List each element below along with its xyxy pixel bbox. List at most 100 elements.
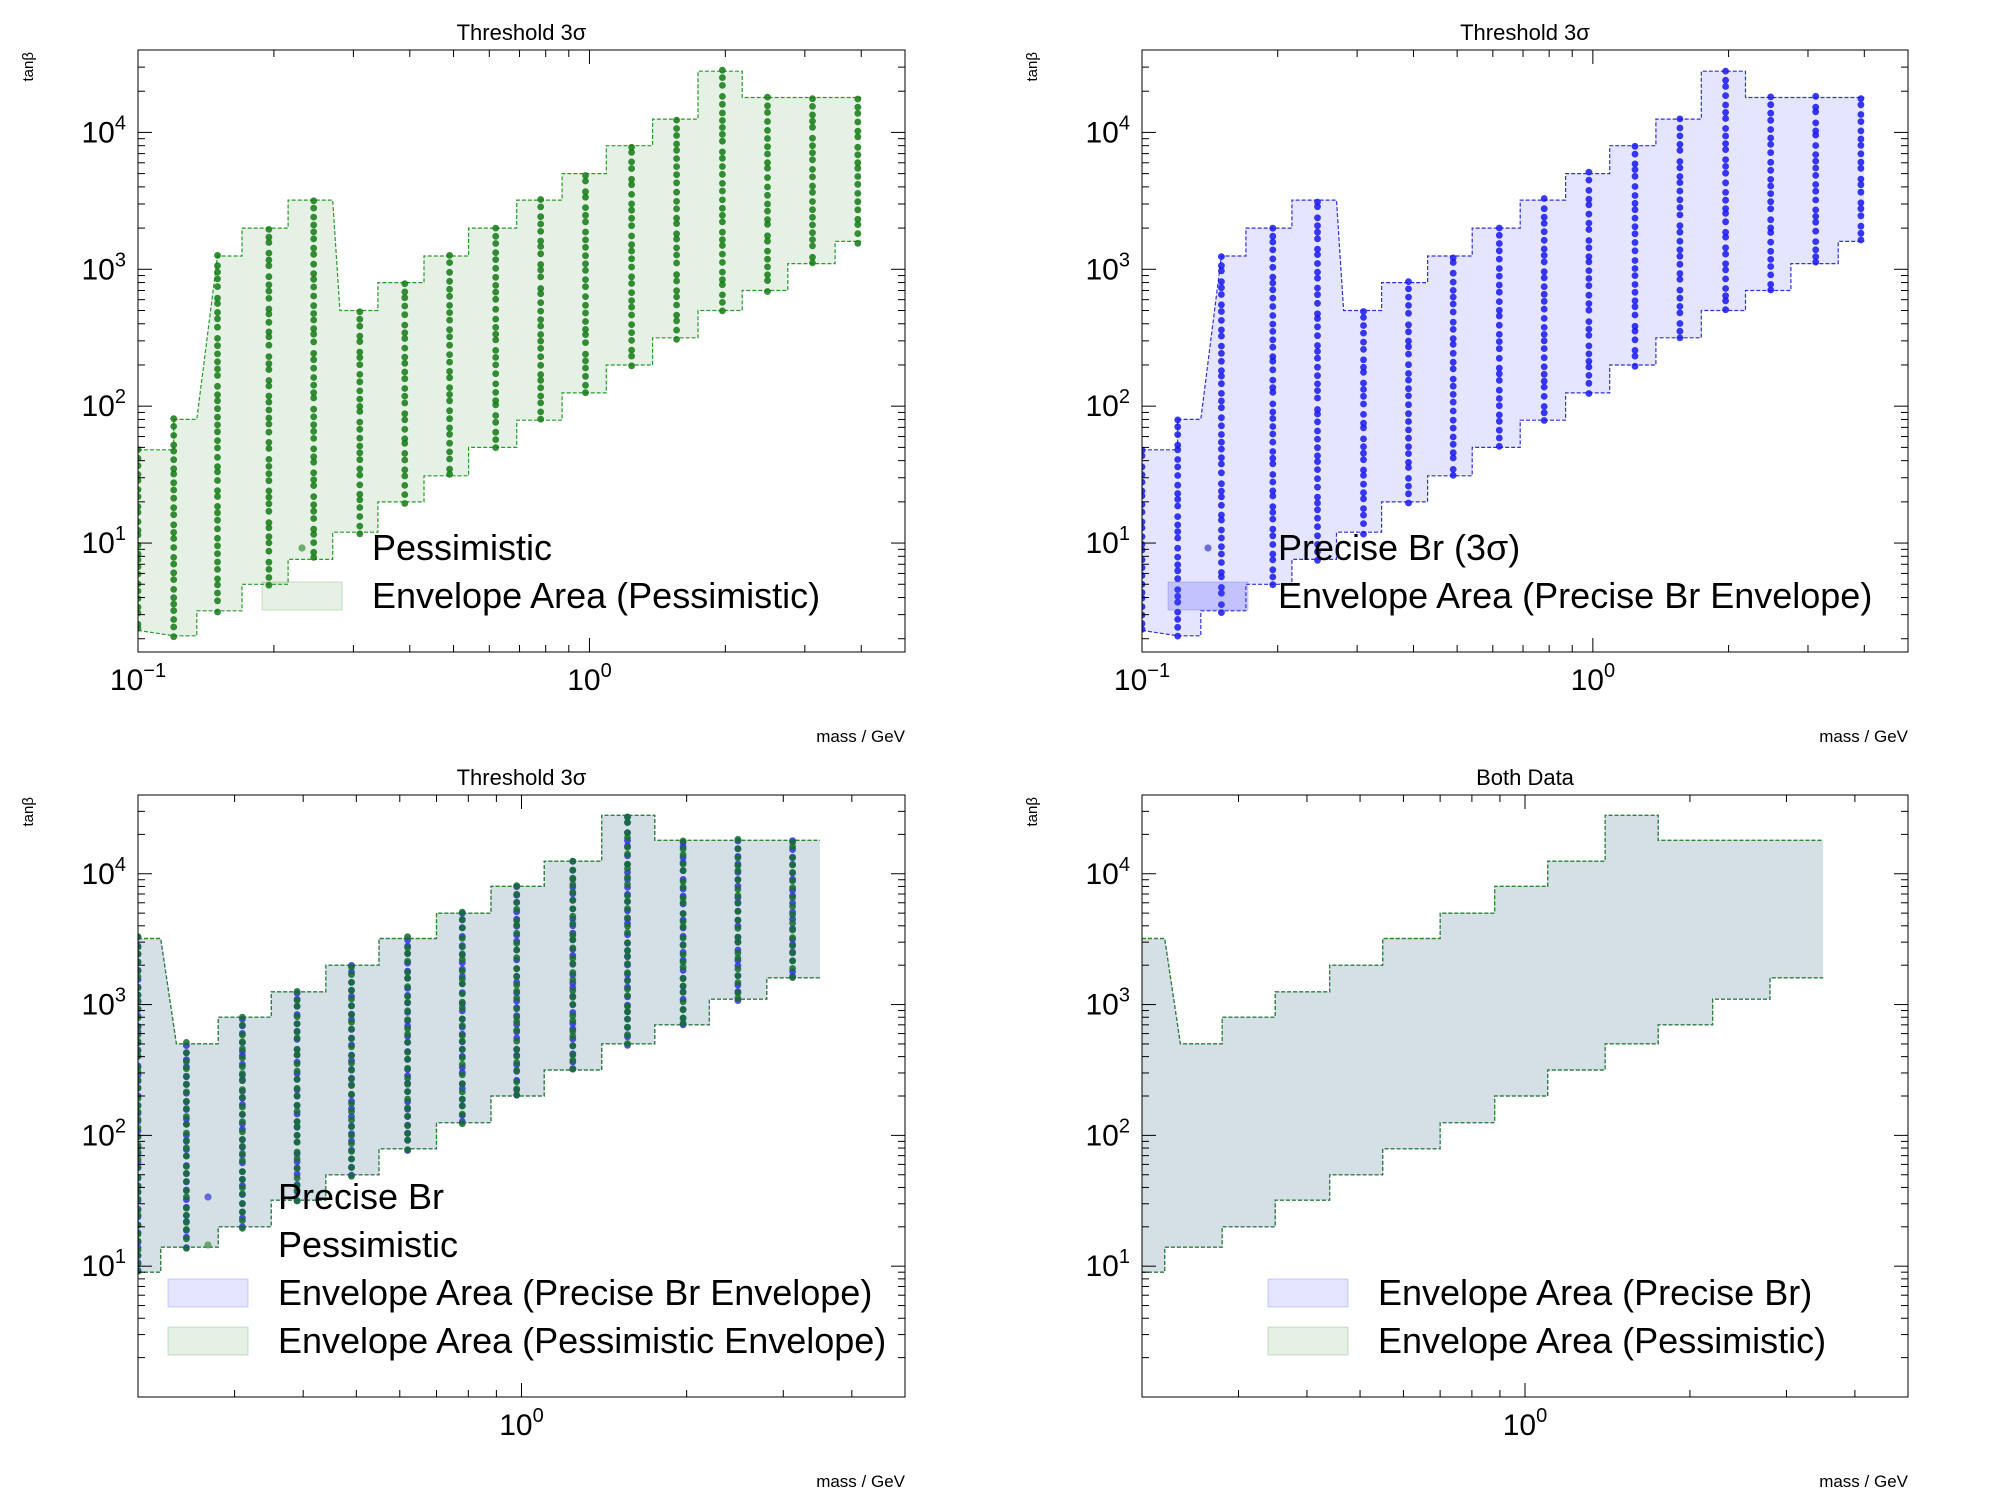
scatter-point (673, 132, 680, 139)
scatter-point (214, 608, 221, 616)
scatter-point (1767, 247, 1775, 255)
scatter-point (1540, 297, 1548, 305)
scatter-point (764, 220, 771, 228)
scatter-point (569, 954, 577, 962)
scatter-point (348, 1140, 355, 1147)
scatter-point (183, 1129, 190, 1137)
scatter-point (1449, 375, 1457, 383)
scatter-point (854, 221, 862, 229)
scatter-point (138, 462, 142, 470)
scatter-point (854, 118, 862, 126)
scatter-point (214, 493, 221, 500)
scatter-point (1360, 322, 1367, 329)
scatter-point (293, 1148, 301, 1156)
scatter-point (1540, 393, 1548, 400)
scatter-point (1314, 458, 1321, 465)
scatter-point (1585, 342, 1593, 350)
scatter-point (1174, 513, 1182, 520)
scatter-point (404, 1025, 411, 1033)
scatter-point (624, 1023, 631, 1031)
scatter-point (348, 979, 355, 986)
scatter-point (1218, 601, 1225, 608)
scatter-point (183, 1058, 190, 1065)
scatter-point (854, 110, 862, 117)
scatter-point (1540, 195, 1548, 202)
scatter-point (1722, 109, 1729, 116)
scatter-point (1767, 182, 1775, 190)
scatter-point (1405, 302, 1412, 309)
scatter-point (265, 533, 273, 541)
scatter-point (1857, 101, 1865, 109)
scatter-point (1857, 118, 1865, 125)
y-axis: 101 102 103 104 (1086, 794, 1908, 1398)
scatter-point (1585, 363, 1593, 371)
scatter-point (764, 126, 771, 134)
scatter-point (1767, 126, 1775, 133)
scatter-point (624, 952, 631, 960)
scatter-point (1269, 532, 1277, 540)
scatter-point (1812, 92, 1820, 100)
scatter-point (1540, 245, 1548, 253)
scatter-point (458, 980, 466, 988)
envelope-lower-edge (1142, 977, 1824, 1273)
panel-title: Threshold 3σ (457, 20, 587, 45)
scatter-point (458, 924, 466, 932)
scatter-point (582, 301, 589, 309)
scatter-point (1405, 385, 1412, 393)
scatter-point (1676, 276, 1684, 283)
scatter-point (310, 525, 318, 533)
scatter-point (1218, 342, 1225, 350)
scatter-point (719, 66, 726, 74)
scatter-point (582, 276, 589, 283)
scatter-point (1812, 119, 1820, 127)
scatter-point (624, 1031, 631, 1039)
scatter-point (310, 250, 318, 258)
scatter-point (789, 877, 796, 885)
scatter-point (310, 338, 318, 346)
scatter-point (679, 941, 687, 949)
scatter-point (513, 921, 521, 929)
scatter-point (624, 873, 631, 881)
scatter-point (214, 525, 221, 533)
scatter-point (1269, 232, 1277, 240)
scatter-point (1269, 376, 1277, 384)
scatter-point (310, 493, 318, 500)
scatter-point (809, 95, 816, 103)
scatter-point (1314, 363, 1321, 371)
legend-patch (1267, 1278, 1349, 1308)
scatter-point (673, 205, 680, 213)
scatter-point (1360, 511, 1367, 519)
scatter-point (789, 942, 796, 950)
scatter-point (764, 255, 771, 263)
scatter-point (310, 204, 318, 212)
scatter-point (1540, 354, 1548, 362)
scatter-point (1495, 364, 1503, 372)
scatter-point (624, 960, 631, 967)
scatter-point (1857, 222, 1865, 230)
scatter-point (492, 380, 500, 388)
y-tick-label: 102 (1086, 1115, 1131, 1152)
scatter-point (458, 1032, 466, 1039)
scatter-point (293, 1182, 301, 1190)
scatter-point (537, 331, 545, 338)
scatter-point (183, 1163, 190, 1170)
panel-title: Both Data (1476, 765, 1575, 790)
scatter-point (1269, 400, 1277, 408)
scatter-point (1360, 386, 1367, 393)
scatter-point (310, 389, 318, 396)
scatter-point (1405, 321, 1412, 329)
scatter-point (265, 281, 273, 289)
scatter-point (458, 1046, 466, 1053)
scatter-point (1631, 142, 1639, 150)
scatter-point (239, 1110, 246, 1118)
scatter-point (1812, 213, 1820, 220)
scatter-point (1676, 286, 1684, 294)
scatter-point (569, 1001, 577, 1008)
scatter-point (582, 350, 589, 358)
scatter-point (1314, 427, 1321, 435)
scatter-point (183, 1170, 190, 1177)
scatter-point (492, 288, 500, 296)
scatter-point (401, 311, 409, 319)
scatter-point (513, 1037, 521, 1045)
scatter-point (537, 273, 545, 281)
